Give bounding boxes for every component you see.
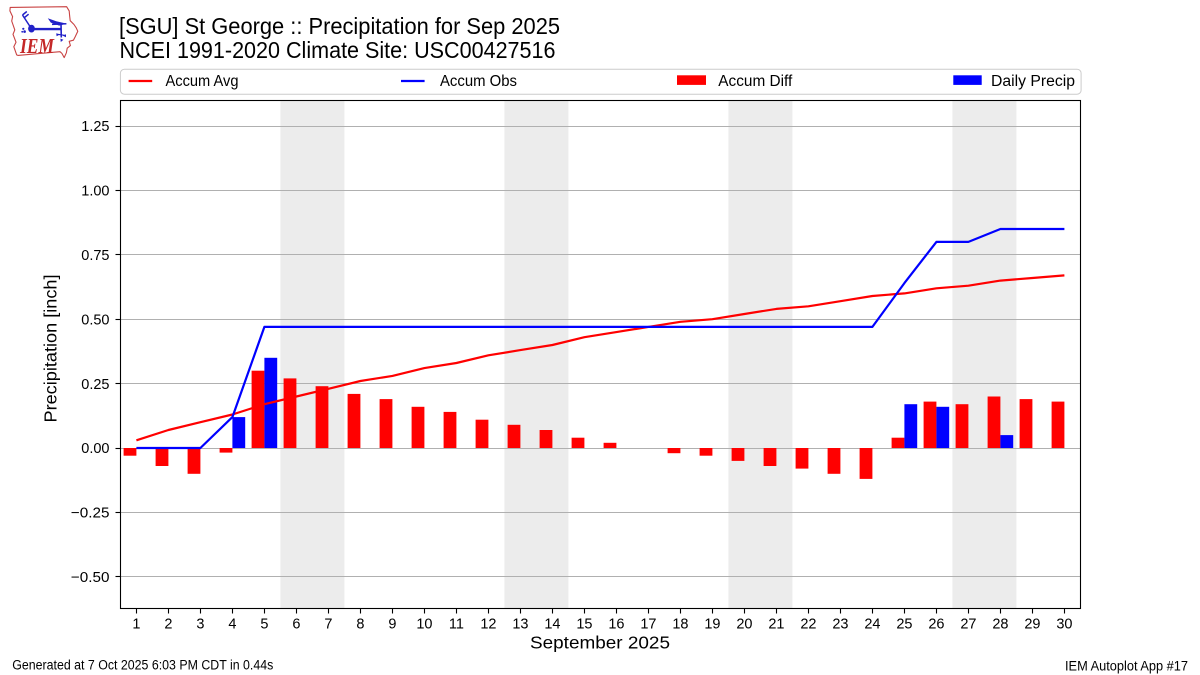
svg-text:5: 5 bbox=[260, 617, 268, 633]
svg-text:9: 9 bbox=[388, 617, 396, 633]
svg-text:13: 13 bbox=[512, 617, 528, 633]
svg-text:1.25: 1.25 bbox=[81, 119, 109, 135]
svg-text:28: 28 bbox=[992, 617, 1008, 633]
svg-text:Generated at 7 Oct 2025 6:03 P: Generated at 7 Oct 2025 6:03 PM CDT in 0… bbox=[12, 658, 273, 673]
svg-text:17: 17 bbox=[640, 617, 656, 633]
svg-text:[SGU] St George :: Precipitati: [SGU] St George :: Precipitation for Sep… bbox=[119, 13, 560, 39]
svg-text:IEM Autoplot App #17: IEM Autoplot App #17 bbox=[1065, 659, 1188, 674]
svg-text:3: 3 bbox=[196, 617, 204, 633]
svg-text:26: 26 bbox=[928, 617, 944, 633]
svg-text:11: 11 bbox=[449, 617, 464, 633]
svg-text:25: 25 bbox=[896, 617, 912, 633]
svg-text:2: 2 bbox=[164, 617, 172, 633]
svg-text:7: 7 bbox=[324, 617, 332, 633]
svg-text:Accum Avg: Accum Avg bbox=[166, 73, 239, 90]
svg-text:Accum Obs: Accum Obs bbox=[440, 73, 517, 90]
svg-text:30: 30 bbox=[1056, 617, 1072, 633]
svg-text:1: 1 bbox=[132, 617, 140, 633]
svg-text:NCEI 1991-2020 Climate Site: U: NCEI 1991-2020 Climate Site: USC00427516 bbox=[120, 37, 556, 63]
svg-text:23: 23 bbox=[832, 617, 848, 633]
svg-text:−0.50: −0.50 bbox=[71, 570, 110, 586]
svg-text:1.00: 1.00 bbox=[81, 184, 109, 200]
svg-text:0.75: 0.75 bbox=[81, 248, 109, 264]
svg-text:4: 4 bbox=[228, 617, 236, 633]
svg-text:6: 6 bbox=[292, 617, 300, 633]
svg-text:0.25: 0.25 bbox=[81, 377, 109, 393]
svg-text:22: 22 bbox=[800, 617, 816, 633]
svg-text:Daily Precip: Daily Precip bbox=[991, 73, 1075, 90]
svg-text:16: 16 bbox=[608, 617, 624, 633]
svg-text:27: 27 bbox=[960, 617, 976, 633]
svg-text:20: 20 bbox=[736, 617, 752, 633]
svg-text:0.00: 0.00 bbox=[81, 441, 109, 457]
svg-text:29: 29 bbox=[1024, 617, 1040, 633]
svg-text:14: 14 bbox=[544, 617, 560, 633]
svg-text:0.50: 0.50 bbox=[81, 312, 109, 328]
svg-text:10: 10 bbox=[416, 617, 432, 633]
svg-text:8: 8 bbox=[356, 617, 364, 633]
svg-text:12: 12 bbox=[480, 617, 496, 633]
svg-text:IEM: IEM bbox=[19, 34, 55, 58]
svg-text:Accum Diff: Accum Diff bbox=[718, 73, 793, 90]
svg-text:September 2025: September 2025 bbox=[530, 633, 670, 653]
svg-text:18: 18 bbox=[672, 617, 688, 633]
svg-text:24: 24 bbox=[864, 617, 880, 633]
svg-text:21: 21 bbox=[768, 617, 784, 633]
svg-text:Precipitation [inch]: Precipitation [inch] bbox=[41, 275, 61, 423]
svg-text:15: 15 bbox=[576, 617, 592, 633]
svg-text:19: 19 bbox=[704, 617, 720, 633]
svg-text:−0.25: −0.25 bbox=[71, 506, 110, 522]
